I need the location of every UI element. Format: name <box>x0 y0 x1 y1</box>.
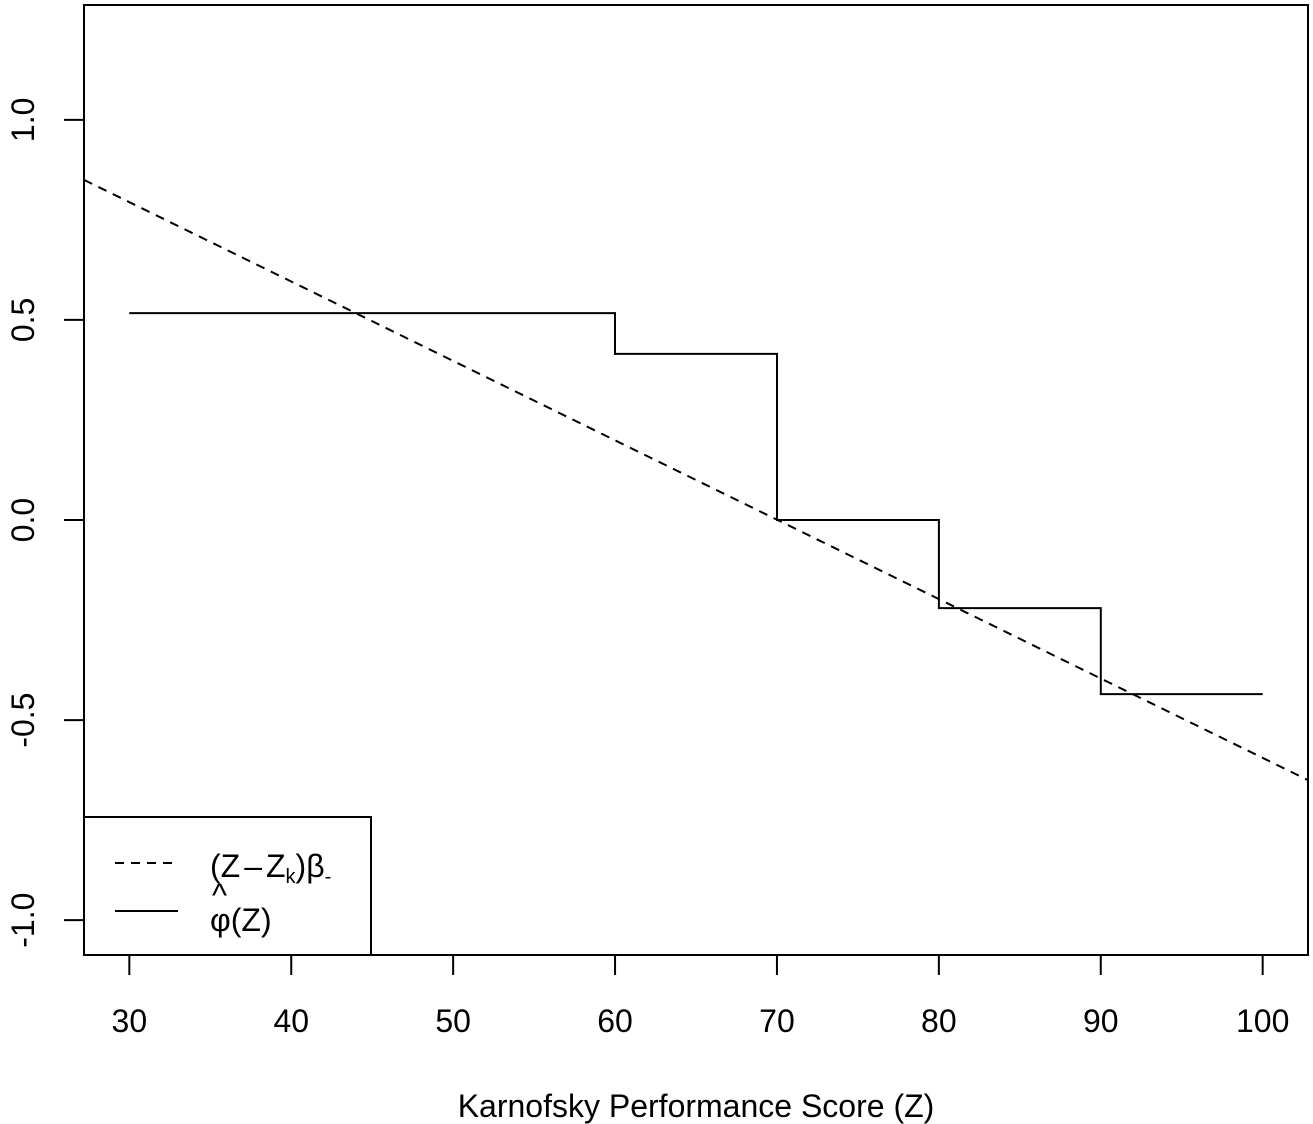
series-step-line <box>129 312 1263 696</box>
x-tick-label: 60 <box>597 1003 633 1039</box>
plot-lines <box>83 179 1309 781</box>
x-tick-label: 70 <box>759 1003 795 1039</box>
legend-label-dashed-series: (Z – Zk)β- <box>210 848 331 888</box>
x-tick-label: 50 <box>435 1003 471 1039</box>
x-tick-label: 40 <box>273 1003 309 1039</box>
legend: (Z – Zk)β- φ(Z) ^ <box>83 816 372 956</box>
y-tick-label: -1.0 <box>5 893 41 948</box>
x-axis-label: Karnofsky Performance Score (Z) <box>458 1088 935 1124</box>
x-tick-label: 30 <box>112 1003 148 1039</box>
series-dashed-line <box>83 179 1309 781</box>
x-tick-label: 100 <box>1236 1003 1289 1039</box>
legend-hat-accent: ^ <box>212 877 227 913</box>
legend-label-solid-series: φ(Z) <box>210 902 272 938</box>
x-tick-label: 90 <box>1083 1003 1119 1039</box>
plot-frame <box>83 4 1309 956</box>
y-tick-label: 0.0 <box>5 498 41 542</box>
y-tick-label: 0.5 <box>5 298 41 342</box>
x-tick-label: 80 <box>921 1003 957 1039</box>
y-tick-label: 1.0 <box>5 98 41 142</box>
y-tick-label: -0.5 <box>5 693 41 748</box>
legend-box <box>83 816 372 956</box>
